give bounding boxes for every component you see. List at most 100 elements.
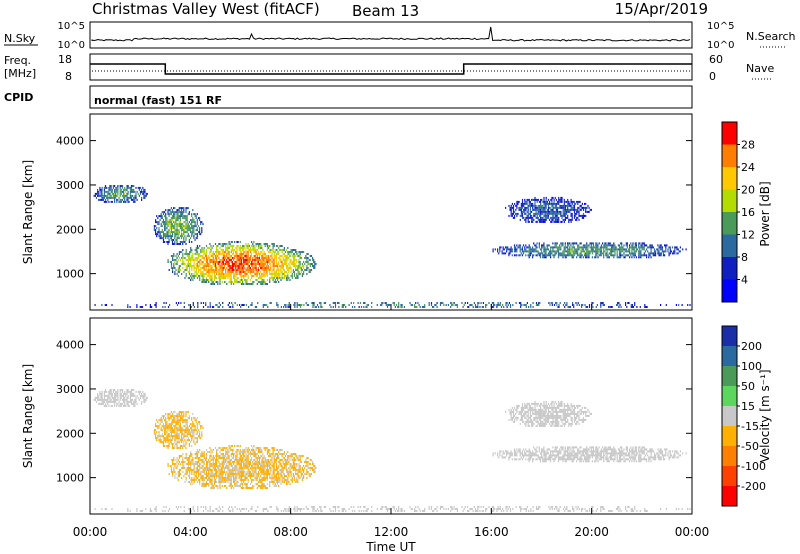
scatter-cell xyxy=(266,279,268,281)
scatter-cell xyxy=(588,254,590,257)
scatter-cell xyxy=(261,257,263,259)
scatter-cell xyxy=(216,457,218,459)
scatter-cell xyxy=(245,281,247,283)
scatter-cell xyxy=(171,227,174,230)
scatter-cell xyxy=(597,252,599,255)
scatter-cell xyxy=(170,255,173,257)
scatter-cell xyxy=(167,241,169,243)
scatter-cell xyxy=(225,269,227,271)
scatter-cell xyxy=(289,251,291,253)
scatter-cell xyxy=(313,304,315,306)
scatter-cell xyxy=(234,241,236,243)
scatter-cell xyxy=(536,254,538,257)
scatter-cell xyxy=(189,475,191,477)
scatter-cell xyxy=(578,218,580,221)
scatter-cell xyxy=(532,204,534,207)
scatter-cell xyxy=(560,200,562,203)
scatter-cell xyxy=(167,237,169,240)
scatter-cell xyxy=(664,254,666,257)
scatter-cell xyxy=(266,257,268,259)
scatter-cell xyxy=(544,246,546,249)
scatter-cell xyxy=(186,225,188,228)
scatter-cell xyxy=(230,261,232,263)
scatter-cell xyxy=(268,251,270,253)
scatter-cell xyxy=(309,271,311,273)
scatter-cell xyxy=(217,306,219,308)
scatter-cell xyxy=(198,271,200,273)
scatter-cell xyxy=(538,214,541,217)
scatter-cell xyxy=(659,246,661,249)
scatter-cell xyxy=(157,231,159,234)
scatter-cell xyxy=(200,463,202,465)
scatter-cell xyxy=(186,269,188,271)
scatter-cell xyxy=(299,251,301,253)
scatter-cell xyxy=(229,257,231,259)
scatter-cell xyxy=(179,215,181,218)
scatter-cell xyxy=(253,449,255,451)
scatter-cell xyxy=(570,250,572,253)
scatter-cell xyxy=(583,250,586,253)
scatter-cell xyxy=(225,275,227,277)
scatter-cell xyxy=(518,200,520,203)
scatter-cell xyxy=(527,198,529,201)
scatter-cell xyxy=(564,248,566,251)
scatter-cell xyxy=(263,461,265,463)
scatter-cell xyxy=(575,214,577,217)
scatter-cell xyxy=(576,248,578,251)
scatter-cell xyxy=(203,259,205,261)
scatter-cell xyxy=(360,306,363,308)
scatter-cell xyxy=(221,471,223,473)
scatter-cell xyxy=(614,252,616,255)
scatter-cell xyxy=(544,252,546,255)
scatter-cell xyxy=(253,263,255,265)
scatter-cell xyxy=(240,477,243,479)
scatter-cell xyxy=(242,449,244,451)
scatter-cell xyxy=(243,473,245,475)
scatter-cell xyxy=(277,473,279,475)
scatter-cell xyxy=(517,202,519,205)
scatter-cell xyxy=(175,211,177,214)
scatter-cell xyxy=(196,253,199,255)
scatter-cell xyxy=(180,302,182,304)
scatter-cell xyxy=(176,219,178,222)
scatter-cell xyxy=(213,275,215,277)
scatter-cell xyxy=(228,469,230,471)
scatter-cell xyxy=(240,455,243,457)
scatter-cell xyxy=(232,306,234,308)
scatter-cell xyxy=(385,302,387,304)
scatter-cell xyxy=(263,265,265,267)
scatter-cell xyxy=(532,250,534,253)
scatter-cell xyxy=(133,190,135,193)
scatter-cell xyxy=(252,259,254,261)
scatter-cell xyxy=(286,277,288,279)
scatter-cell xyxy=(182,261,184,263)
scatter-cell xyxy=(348,304,350,306)
scatter-cell xyxy=(246,451,248,453)
scatter-cell xyxy=(281,453,283,455)
scatter-cell xyxy=(625,304,627,306)
scatter-cell xyxy=(265,255,267,257)
scatter-cell xyxy=(226,465,228,467)
scatter-cell xyxy=(238,259,240,261)
scatter-cell xyxy=(313,267,315,269)
scatter-cell xyxy=(554,210,556,213)
scatter-cell xyxy=(539,254,542,257)
scatter-cell xyxy=(572,244,574,247)
scatter-cell xyxy=(254,469,256,471)
scatter-cell xyxy=(338,302,340,304)
scatter-cell xyxy=(261,255,263,257)
scatter-cell xyxy=(270,467,272,469)
scatter-cell xyxy=(182,249,184,251)
scatter-cell xyxy=(234,277,236,279)
scatter-cell xyxy=(675,246,677,249)
scatter-cell xyxy=(230,469,232,471)
scatter-cell xyxy=(591,256,593,259)
scatter-cell xyxy=(185,243,187,245)
scatter-cell xyxy=(238,271,240,273)
scatter-cell xyxy=(198,257,200,259)
scatter-cell xyxy=(165,219,167,222)
scatter-cell xyxy=(650,250,652,253)
scatter-cell xyxy=(275,245,278,247)
scatter-cell xyxy=(258,253,261,255)
scatter-cell xyxy=(430,304,433,306)
